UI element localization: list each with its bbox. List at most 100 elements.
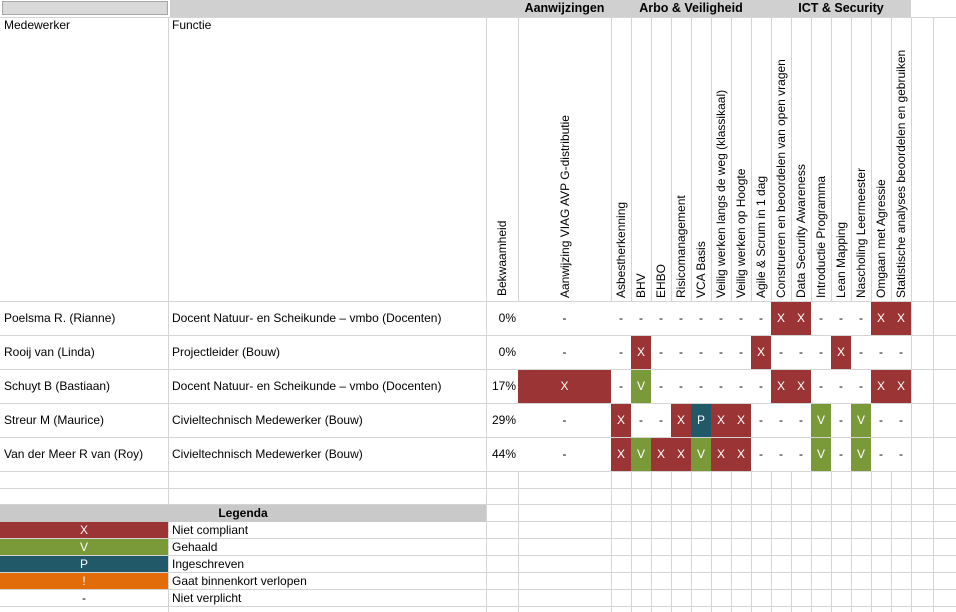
competence-percentage[interactable]: 0%	[498, 311, 516, 325]
status-cell[interactable]: -	[811, 336, 831, 369]
status-cell[interactable]: -	[671, 336, 691, 369]
status-cell[interactable]: X	[771, 302, 791, 335]
status-cell[interactable]: -	[731, 336, 751, 369]
status-cell[interactable]: -	[871, 336, 891, 369]
status-cell[interactable]: -	[711, 370, 731, 403]
status-cell[interactable]: -	[651, 302, 671, 335]
status-cell[interactable]: -	[711, 302, 731, 335]
status-cell[interactable]: X	[711, 404, 731, 437]
status-cell[interactable]: -	[771, 438, 791, 471]
course-header[interactable]: Construeren en beoordelen van open vrage…	[774, 59, 788, 298]
status-cell[interactable]: -	[891, 336, 911, 369]
status-cell[interactable]: -	[518, 302, 611, 335]
status-cell[interactable]: -	[611, 370, 631, 403]
employee-name[interactable]: Schuyt B (Bastiaan)	[4, 379, 111, 393]
legend-swatch[interactable]: X	[0, 522, 168, 538]
employee-function[interactable]: Docent Natuur- en Scheikunde – vmbo (Doc…	[172, 311, 442, 325]
status-cell[interactable]: X	[791, 370, 811, 403]
status-cell[interactable]: -	[651, 370, 671, 403]
status-cell[interactable]: -	[651, 404, 671, 437]
group-header[interactable]: Aanwijzingen	[518, 0, 611, 17]
status-cell[interactable]: -	[611, 302, 631, 335]
competence-percentage[interactable]: 29%	[491, 413, 516, 427]
status-cell[interactable]: V	[811, 404, 831, 437]
status-cell[interactable]: -	[891, 438, 911, 471]
status-cell[interactable]: -	[831, 302, 851, 335]
course-header[interactable]: Nascholing Leermeester	[854, 167, 868, 298]
status-cell[interactable]: -	[751, 302, 771, 335]
employee-name[interactable]: Streur M (Maurice)	[4, 413, 105, 427]
competence-percentage[interactable]: 44%	[491, 447, 516, 461]
status-cell[interactable]: X	[711, 438, 731, 471]
status-cell[interactable]: -	[671, 370, 691, 403]
legend-swatch[interactable]: P	[0, 556, 168, 572]
employee-function[interactable]: Civieltechnisch Medewerker (Bouw)	[172, 413, 363, 427]
course-header[interactable]: Lean Mapping	[834, 221, 848, 298]
status-cell[interactable]: -	[751, 438, 771, 471]
employee-function[interactable]: Civieltechnisch Medewerker (Bouw)	[172, 447, 363, 461]
course-header[interactable]: Veilig werken op Hoogte	[734, 168, 748, 298]
legend-label[interactable]: Ingeschreven	[172, 557, 245, 571]
status-cell[interactable]: X	[671, 438, 691, 471]
status-cell[interactable]: -	[811, 370, 831, 403]
header-competence[interactable]: Bekwaamheid	[495, 220, 509, 296]
course-header[interactable]: Data Security Awareness	[794, 164, 808, 298]
status-cell[interactable]: -	[691, 370, 711, 403]
status-cell[interactable]: V	[811, 438, 831, 471]
employee-name[interactable]: Poelsma R. (Rianne)	[4, 311, 116, 325]
legend-label[interactable]: Gaat binnenkort verlopen	[172, 574, 307, 588]
competence-percentage[interactable]: 0%	[498, 345, 516, 359]
course-header[interactable]: Veilig werken langs de weg (klassikaal)	[714, 89, 728, 298]
status-cell[interactable]: -	[751, 404, 771, 437]
status-cell[interactable]: X	[631, 336, 651, 369]
status-cell[interactable]: -	[518, 404, 611, 437]
legend-label[interactable]: Gehaald	[172, 540, 218, 554]
status-cell[interactable]: X	[731, 438, 751, 471]
status-cell[interactable]: V	[691, 438, 711, 471]
status-cell[interactable]: -	[851, 302, 871, 335]
status-cell[interactable]: -	[891, 404, 911, 437]
status-cell[interactable]: X	[871, 370, 891, 403]
status-cell[interactable]: V	[631, 438, 651, 471]
legend-swatch[interactable]: -	[0, 590, 168, 606]
status-cell[interactable]: -	[671, 302, 691, 335]
status-cell[interactable]: -	[811, 302, 831, 335]
competence-percentage[interactable]: 17%	[491, 379, 516, 393]
status-cell[interactable]: -	[651, 336, 671, 369]
status-cell[interactable]: -	[518, 336, 611, 369]
status-cell[interactable]: -	[791, 336, 811, 369]
employee-name[interactable]: Rooij van (Linda)	[4, 345, 95, 359]
course-header[interactable]: Omgaan met Agressie	[874, 179, 888, 298]
group-header[interactable]: Arbo & Veiligheid	[611, 0, 771, 17]
status-cell[interactable]: X	[611, 438, 631, 471]
legend-swatch[interactable]: V	[0, 539, 168, 555]
status-cell[interactable]: -	[518, 438, 611, 471]
status-cell[interactable]: X	[671, 404, 691, 437]
status-cell[interactable]: X	[651, 438, 671, 471]
employee-function[interactable]: Docent Natuur- en Scheikunde – vmbo (Doc…	[172, 379, 442, 393]
status-cell[interactable]: V	[851, 404, 871, 437]
status-cell[interactable]: -	[771, 336, 791, 369]
cell-name-box[interactable]	[2, 1, 168, 15]
status-cell[interactable]: X	[518, 370, 611, 403]
employee-name[interactable]: Van der Meer R van (Roy)	[4, 447, 144, 461]
status-cell[interactable]: -	[691, 302, 711, 335]
status-cell[interactable]: X	[831, 336, 851, 369]
status-cell[interactable]: -	[711, 336, 731, 369]
course-header[interactable]: EHBO	[654, 263, 668, 298]
status-cell[interactable]: -	[631, 404, 651, 437]
status-cell[interactable]: X	[611, 404, 631, 437]
course-header[interactable]: Statistische analyses beoordelen en gebr…	[894, 49, 908, 298]
course-header[interactable]: Introductie Programma	[814, 175, 828, 298]
status-cell[interactable]: -	[791, 438, 811, 471]
status-cell[interactable]: -	[831, 370, 851, 403]
status-cell[interactable]: X	[771, 370, 791, 403]
status-cell[interactable]: -	[771, 404, 791, 437]
status-cell[interactable]: X	[871, 302, 891, 335]
legend-label[interactable]: Niet compliant	[172, 523, 249, 537]
status-cell[interactable]: -	[831, 438, 851, 471]
status-cell[interactable]: P	[691, 404, 711, 437]
status-cell[interactable]: -	[851, 336, 871, 369]
status-cell[interactable]: -	[851, 370, 871, 403]
status-cell[interactable]: X	[891, 370, 911, 403]
